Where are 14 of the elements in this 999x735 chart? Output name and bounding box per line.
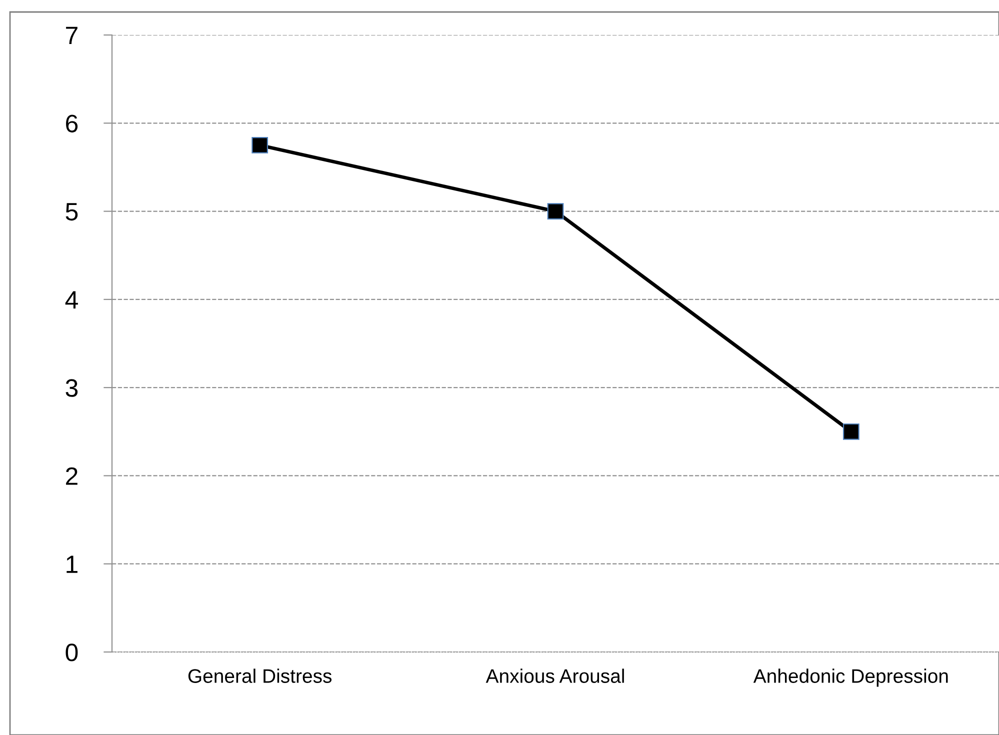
y-tick-label: 4 — [65, 291, 78, 308]
x-tick-label: Anhedonic Depression — [753, 668, 948, 687]
x-tick-label: General Distress — [188, 668, 332, 683]
point — [252, 136, 268, 154]
y-tick-label: 3 — [66, 379, 78, 397]
y-tick-label: 6 — [66, 114, 78, 132]
y-tick-label: 1 — [66, 556, 78, 573]
y-tick-label: 5 — [66, 203, 78, 221]
x-tick-label: Anxious Arousal — [486, 668, 624, 683]
y-tick-label: 2 — [66, 467, 78, 485]
y-tick-label: 7 — [66, 26, 78, 44]
point — [842, 423, 860, 440]
y-tick-label: 0 — [66, 644, 78, 662]
point — [547, 203, 564, 220]
